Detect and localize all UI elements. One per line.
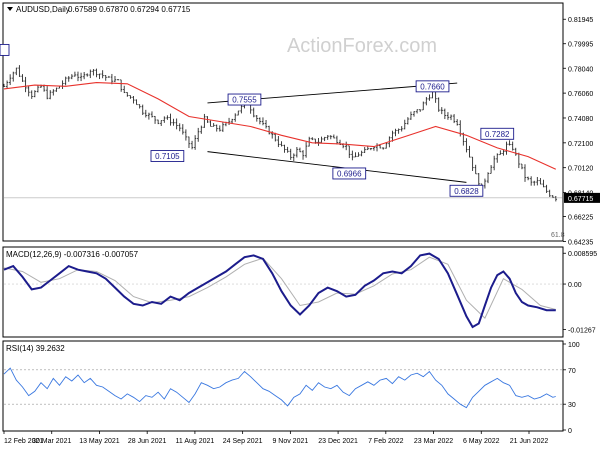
rsi-line	[3, 367, 556, 409]
macd-panel-frame	[2, 246, 564, 338]
x-tick-label: 6 May 2022	[463, 438, 500, 445]
x-tick-label: 30 Mar 2021	[32, 438, 71, 445]
x-tick-label: 11 Aug 2021	[176, 438, 215, 445]
x-tick-label: 23 Dec 2021	[318, 438, 358, 445]
trendline	[207, 151, 467, 183]
x-tick-label: 24 Sep 2021	[223, 438, 263, 445]
price-y-tick-label: 0.72100	[568, 141, 593, 148]
x-tick-label: 21 Jun 2022	[510, 438, 549, 445]
x-tick-label: 13 May 2021	[79, 438, 120, 445]
rsi-layer	[3, 367, 562, 409]
last-price-tag	[564, 192, 600, 203]
down-triangle-icon	[7, 7, 13, 11]
rsi-panel-frame	[2, 340, 564, 432]
moving-average-line	[3, 82, 557, 170]
swing-label: 0.6828	[454, 187, 479, 196]
price-y-tick-label: 0.64235	[568, 240, 593, 247]
price-y-tick-label: 0.66225	[568, 215, 593, 222]
x-tick-label: 12 Feb 2021	[4, 438, 43, 445]
price-y-tick-label: 0.70120	[568, 166, 593, 173]
rsi-y-tick-label: 70	[568, 368, 576, 375]
price-y-tick-label: 0.79995	[568, 42, 593, 49]
price-layer: 0.7555 0.7660 0.7105 0.6966 0.7282 0.6828	[0, 43, 562, 202]
axis-layer: 0.81945 0.79995 0.78040 0.76060 0.74080 0.721…	[3, 17, 600, 445]
swing-label: 0.7282	[485, 130, 510, 139]
price-y-tick-label: 0.74080	[568, 116, 593, 123]
swing-label: 0.7555	[232, 96, 257, 105]
fib-label: 61.8	[551, 232, 565, 239]
edge-label-box	[0, 43, 10, 56]
x-tick-label: 9 Nov 2021	[272, 438, 308, 445]
price-y-tick-label: 0.76060	[568, 91, 593, 98]
rsi-y-tick-label: 0	[568, 428, 572, 435]
macd-y-tick-label: -0.01267	[568, 327, 596, 334]
macd-header-label: MACD(12,26,9) -0.007316 -0.007057	[6, 250, 139, 259]
price-y-tick-label: 0.78040	[568, 66, 593, 73]
swing-label-box	[150, 150, 185, 162]
x-tick-label: 7 Feb 2022	[368, 438, 404, 445]
last-price-tag-label: 0.67715	[568, 196, 593, 203]
swing-label: 0.7105	[155, 152, 180, 161]
swing-label-box	[227, 93, 262, 106]
rsi-header-label: RSI(14) 39.2632	[6, 344, 65, 353]
macd-y-tick-label: 0.008595	[568, 251, 597, 258]
symbol-label: AUDUSD,Daily	[16, 5, 70, 14]
rsi-y-tick-label: 100	[568, 342, 580, 349]
watermark-text: ActionForex.com	[287, 35, 437, 57]
ohlc-label: 0.67589 0.67870 0.67294 0.67715	[68, 5, 191, 14]
macd-y-tick-label: 0.00	[568, 282, 582, 289]
price-y-tick-label: 0.81945	[568, 17, 593, 24]
swing-label: 0.6966	[337, 169, 362, 178]
swing-label: 0.7660	[420, 82, 445, 91]
price-panel-frame	[2, 2, 564, 242]
macd-layer	[3, 252, 562, 329]
swing-label-box	[480, 127, 515, 140]
x-tick-label: 23 Mar 2022	[414, 438, 453, 445]
swing-label-box	[332, 167, 367, 180]
swing-label-box	[415, 80, 450, 93]
macd-signal-line	[3, 256, 556, 319]
x-tick-label: 28 Jun 2021	[128, 438, 167, 445]
rsi-y-tick-label: 30	[568, 402, 576, 409]
macd-line	[3, 252, 556, 329]
swing-label-box	[449, 184, 484, 197]
